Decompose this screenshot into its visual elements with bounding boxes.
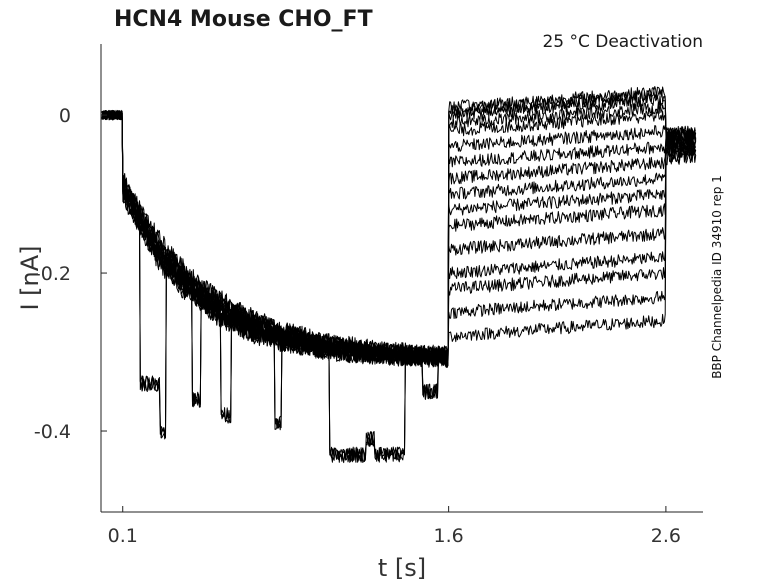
current-trace (101, 110, 697, 363)
x-tick-label: 1.6 (434, 525, 464, 547)
x-tick-label: 0.1 (108, 525, 138, 547)
y-axis-label: I [nA] (16, 245, 44, 310)
x-ticks: 0.1 1.6 2.6 (108, 506, 681, 547)
y-ticks: 0 -0.2 -0.4 (34, 105, 107, 443)
side-label: BBP Channelpedia ID 34910 rep 1 (710, 175, 724, 379)
y-tick-label: -0.4 (34, 421, 71, 443)
current-trace (101, 110, 697, 463)
chart-subtitle: 25 °C Deactivation (542, 32, 703, 52)
current-traces (101, 86, 697, 464)
plot-area: 0.1 1.6 2.6 0 -0.2 -0.4 (34, 44, 703, 547)
x-axis-label: t [s] (378, 554, 426, 582)
y-tick-label: -0.2 (34, 263, 71, 285)
y-tick-label: 0 (59, 105, 71, 127)
x-tick-label: 2.6 (651, 525, 681, 547)
chart-title: HCN4 Mouse CHO_FT (114, 7, 373, 32)
